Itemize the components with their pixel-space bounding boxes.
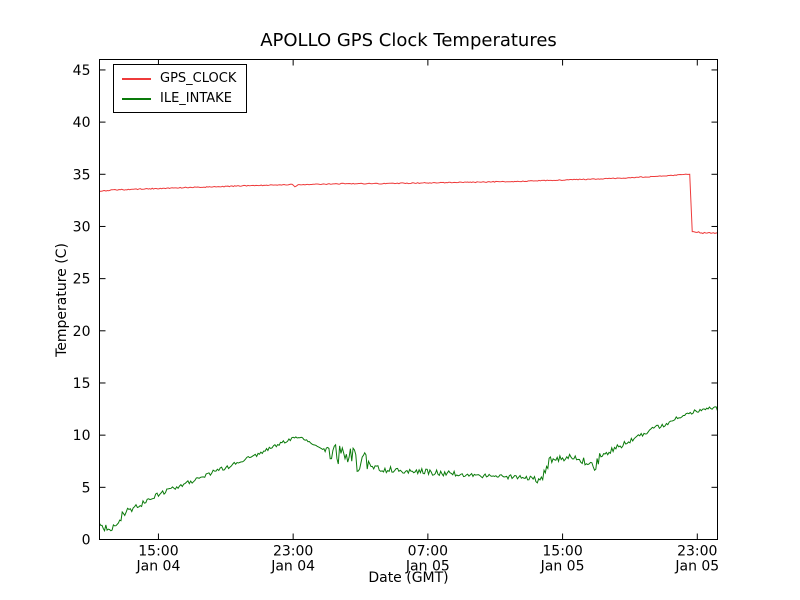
y-tick-label: 25 (73, 272, 91, 288)
y-tick-label: 30 (73, 219, 91, 235)
x-tick-label-date: Jan 04 (270, 559, 315, 575)
legend-label-gps-clock: GPS_CLOCK (160, 71, 237, 86)
y-tick-label: 10 (73, 428, 91, 444)
legend-line-sample-ile-intake (122, 97, 151, 100)
x-axis-label: Date (GMT) (368, 570, 449, 586)
y-tick-label: 15 (73, 376, 91, 392)
y-tick-label: 40 (73, 115, 91, 131)
x-tick-label-date: Jan 05 (674, 559, 719, 575)
y-tick-label: 20 (73, 324, 91, 340)
legend-entry-gps-clock: GPS_CLOCK (122, 71, 236, 86)
x-tick-label-time: 15:00 (138, 544, 178, 560)
chart-title: APOLLO GPS Clock Temperatures (260, 30, 557, 51)
x-tick-label-date: Jan 04 (136, 559, 181, 575)
x-tick-label-time: 23:00 (677, 544, 717, 560)
y-tick-label: 35 (73, 167, 91, 183)
legend: GPS_CLOCK ILE_INTAKE (113, 64, 248, 113)
series-line-ile-intake (99, 406, 718, 533)
legend-line-sample-gps-clock (122, 77, 151, 80)
legend-label-ile-intake: ILE_INTAKE (160, 91, 232, 106)
x-tick-label-date: Jan 05 (540, 559, 585, 575)
series-line-gps-clock (99, 173, 718, 235)
x-tick-label-time: 23:00 (273, 544, 313, 560)
x-tick-label-time: 07:00 (408, 544, 448, 560)
x-tick-label-date: Jan 05 (405, 559, 450, 575)
y-tick-label: 45 (73, 63, 91, 79)
axes-frame (99, 59, 718, 540)
legend-entry-ile-intake: ILE_INTAKE (122, 91, 236, 106)
y-tick-label: 5 (82, 480, 91, 496)
y-tick-label: 0 (82, 533, 91, 549)
x-tick-label-time: 15:00 (542, 544, 582, 560)
